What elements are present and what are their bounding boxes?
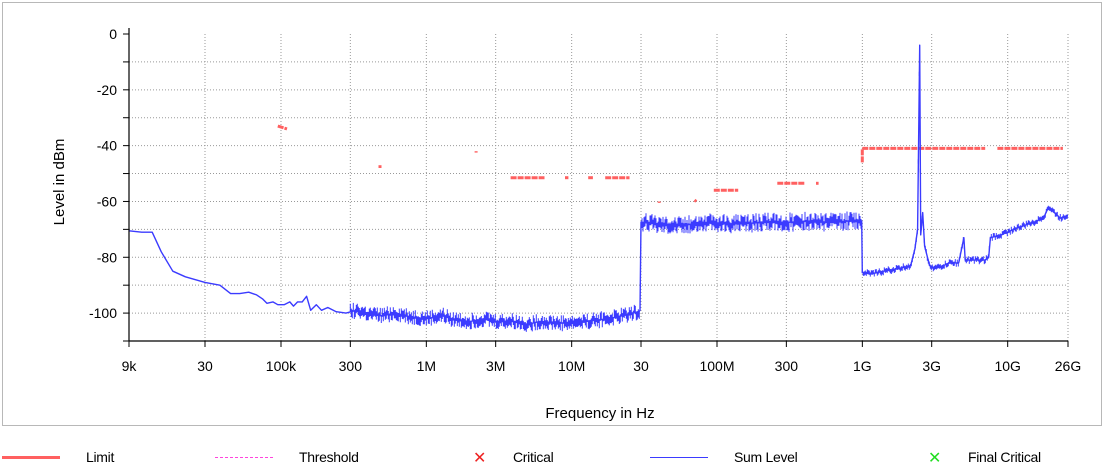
series-layer [128,44,1069,332]
x-tick-label: 300 [339,358,363,374]
legend-swatch-sum-level [650,456,708,458]
legend: Limit Threshold ✕ Critical Sum Level ✕ Final C… [0,440,1105,474]
y-tick-label: -20 [97,82,117,98]
legend-item-final-critical: ✕ Final Critical [928,440,1041,474]
sum-level-noise [861,71,1068,277]
y-tick-label: -60 [97,193,117,209]
x-tick-label: 10M [558,358,585,374]
x-tick-label: 1G [853,358,872,374]
legend-item-limit: Limit [2,440,114,474]
grid [128,34,1069,342]
tick-labels: 9k 30 100k 300 1M 3M 10M 30 100M 300 1G 3G 10G 26G 0 -2… [89,26,1081,374]
y-tick-label: -100 [89,305,117,321]
legend-swatch-critical: ✕ [473,447,487,467]
limit-segment [693,198,698,203]
legend-label: Critical [513,449,554,465]
sum-level-line [128,44,1069,325]
x-axis-label: Frequency in Hz [545,405,654,422]
legend-swatch-threshold [215,456,273,458]
y-tick-label: -40 [97,138,117,154]
x-tick-label: 100k [266,358,297,374]
legend-item-critical: ✕ Critical [473,440,554,474]
x-tick-label: 30 [633,358,649,374]
x-tick-label: 3M [486,358,505,374]
x-tick-label: 26G [1055,358,1081,374]
x-tick-label: 100M [699,358,734,374]
sum-level-noise [349,302,640,332]
chart-frame [2,2,1102,426]
x-tick-label: 9k [122,358,138,374]
legend-item-threshold: Threshold [215,440,359,474]
x-tick-label: 3G [922,358,941,374]
x-tick-label: 30 [197,358,213,374]
y-tick-label: 0 [109,26,117,42]
y-tick-label: -80 [97,249,117,265]
legend-label: Sum Level [734,449,798,465]
x-tick-label: 1M [417,358,436,374]
legend-item-sum-level: Sum Level [650,440,798,474]
legend-swatch-limit [2,455,60,459]
y-axis-label: Level in dBm [51,139,68,226]
limit-segment [277,124,288,131]
legend-swatch-final-critical: ✕ [928,447,942,467]
x-tick-label: 10G [994,358,1020,374]
legend-label: Threshold [299,449,359,465]
x-tick-label: 300 [775,358,799,374]
sum-level-noise [640,211,862,234]
legend-label: Final Critical [968,449,1041,465]
axes [123,28,1069,347]
chart: 9k 30 100k 300 1M 3M 10M 30 100M 300 1G 3G 10G 26G 0 -2… [51,26,1081,422]
legend-label: Limit [86,449,115,465]
